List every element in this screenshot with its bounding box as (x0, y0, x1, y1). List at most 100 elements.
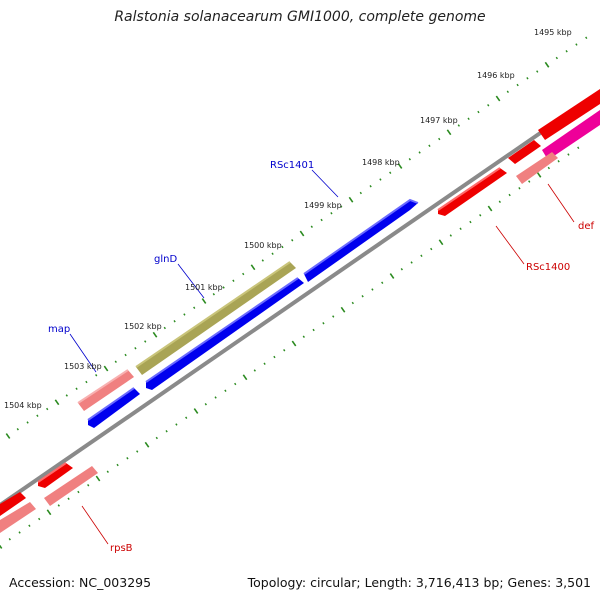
outer-minor-tick (232, 279, 235, 282)
gene-rsc1400[interactable] (438, 168, 507, 216)
label-map[interactable]: map (48, 324, 70, 335)
inner-minor-tick (185, 416, 188, 419)
outer-minor-tick (212, 293, 215, 296)
inner-minor-tick (498, 200, 501, 203)
gene-map[interactable] (78, 370, 134, 411)
topology-label: Topology: circular; Length: 3,716,413 bp… (247, 575, 591, 590)
outer-major-tick (299, 230, 305, 237)
outer-minor-tick (585, 36, 588, 39)
gene-glnd[interactable] (136, 262, 296, 375)
inner-minor-tick (18, 531, 21, 534)
gene-pink-left-edge[interactable] (0, 502, 36, 533)
outer-major-tick (544, 61, 550, 68)
inner-minor-tick (106, 470, 109, 473)
inner-minor-tick (322, 322, 325, 325)
tick-label-1503: 1503 kbp (64, 362, 102, 371)
def-leader (547, 183, 575, 223)
inner-major-tick (46, 509, 52, 516)
outer-minor-tick (85, 380, 88, 384)
gene-red-left-edge[interactable] (0, 492, 26, 516)
inner-minor-tick (165, 430, 168, 433)
gene-rsc1401-highlight (303, 198, 419, 275)
outer-minor-tick (418, 151, 421, 154)
outer-minor-tick (95, 374, 98, 377)
outer-minor-tick (75, 387, 78, 390)
label-glnd[interactable]: glnD (154, 254, 177, 265)
outer-minor-tick (310, 225, 313, 228)
gene-rpsb[interactable] (38, 463, 73, 488)
tick-label-1501: 1501 kbp (185, 283, 223, 292)
outer-major-tick (54, 399, 60, 406)
accession-label: Accession: NC_003295 (9, 575, 152, 590)
label-rsc1400[interactable]: RSc1400 (526, 262, 570, 273)
inner-major-tick (438, 239, 444, 246)
outer-minor-tick (222, 286, 225, 289)
inner-minor-tick (430, 247, 433, 251)
tick-label-1500: 1500 kbp (244, 241, 282, 250)
outer-minor-tick (173, 320, 176, 323)
inner-minor-tick (410, 261, 413, 264)
outer-minor-tick (144, 340, 147, 343)
inner-minor-tick (155, 436, 158, 440)
inner-minor-tick (577, 146, 580, 149)
gene-glnd-highlight (135, 261, 291, 368)
outer-minor-tick (320, 218, 323, 222)
inner-minor-tick (371, 288, 374, 291)
outer-major-tick (250, 264, 256, 271)
inner-major-tick (193, 408, 199, 414)
gene-def-pink[interactable] (516, 152, 558, 184)
gene-rpsb-pink[interactable] (44, 466, 98, 506)
gene-map-complement-highlight (87, 387, 135, 421)
inner-minor-tick (28, 524, 31, 527)
gene-glnd-complement-highlight (145, 277, 299, 383)
label-rpsb[interactable]: rpsB (110, 543, 133, 554)
inner-minor-tick (8, 538, 11, 541)
inner-minor-tick (518, 187, 521, 190)
inner-minor-tick (547, 166, 550, 170)
genome-title: Ralstonia solanacearum GMI1000, complete… (114, 9, 486, 25)
outer-major-tick (152, 331, 158, 338)
outer-minor-tick (65, 394, 68, 397)
gene-map-complement[interactable] (88, 388, 140, 428)
outer-minor-tick (330, 212, 333, 215)
inner-minor-tick (204, 403, 207, 406)
inner-minor-tick (38, 517, 41, 521)
inner-minor-tick (469, 220, 472, 224)
outer-minor-tick (506, 90, 509, 93)
inner-minor-tick (214, 396, 217, 399)
inner-major-tick (0, 544, 3, 549)
inner-major-tick (487, 205, 493, 212)
gene-glnd-complement[interactable] (146, 278, 304, 390)
inner-minor-tick (400, 268, 403, 271)
inner-major-tick (536, 171, 542, 178)
outer-minor-tick (291, 239, 294, 242)
gene-rsc1401[interactable] (304, 200, 418, 282)
label-def[interactable]: def (578, 221, 595, 232)
gene-red-upper-right[interactable] (508, 140, 541, 164)
inner-minor-tick (273, 355, 276, 359)
outer-minor-tick (565, 50, 568, 53)
inner-minor-tick (351, 301, 354, 305)
inner-minor-tick (234, 382, 237, 386)
inner-minor-tick (67, 497, 70, 500)
outer-minor-tick (16, 428, 19, 431)
inner-minor-tick (567, 153, 570, 156)
gene-def[interactable] (542, 110, 600, 160)
outer-minor-tick (536, 70, 539, 73)
outer-minor-tick (271, 252, 274, 255)
inner-minor-tick (332, 315, 335, 318)
outer-minor-tick (163, 326, 166, 330)
tick-label-1497: 1497 kbp (420, 116, 458, 125)
gene-red-edge[interactable] (538, 89, 600, 140)
tick-label-1495: 1495 kbp (534, 28, 572, 37)
inner-minor-tick (57, 504, 60, 507)
inner-minor-tick (449, 234, 452, 237)
tick-label-1504: 1504 kbp (4, 401, 42, 410)
outer-major-tick (495, 95, 501, 102)
outer-minor-tick (36, 414, 39, 417)
outer-minor-tick (555, 56, 558, 60)
inner-minor-tick (116, 463, 119, 467)
outer-major-tick (348, 196, 354, 203)
label-rsc1401[interactable]: RSc1401 (270, 160, 314, 171)
